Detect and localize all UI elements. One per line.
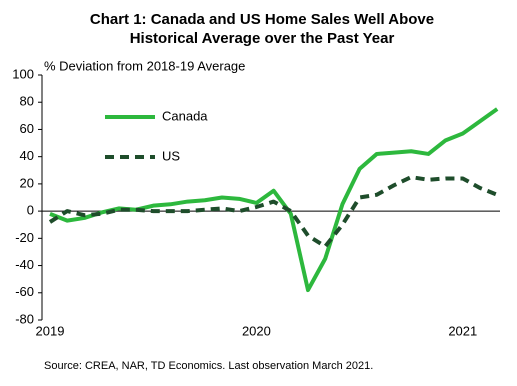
y-tick-label: 60 [20,121,34,136]
y-tick-label: 0 [27,203,34,218]
chart-title: Historical Average over the Past Year [130,30,395,47]
y-tick-label: 80 [20,94,34,109]
series-line [48,175,498,249]
x-tick-label: 2020 [242,323,271,338]
legend-label: Canada [162,108,208,123]
chart-title: Chart 1: Canada and US Home Sales Well A… [90,11,434,28]
source-note: Source: CREA, NAR, TD Economics. Last ob… [44,360,373,372]
y-tick-label: 20 [20,175,34,190]
series-line [49,107,499,293]
x-tick-label: 2021 [448,323,477,338]
legend-label: US [162,148,180,163]
y-tick-label: -60 [15,284,34,299]
y-tick-label: -40 [15,257,34,272]
axis-label: % Deviation from 2018-19 Average [44,58,245,73]
y-tick-label: 100 [12,66,34,81]
x-tick-label: 2019 [36,323,65,338]
y-tick-label: 40 [20,148,34,163]
y-tick-label: -80 [15,311,34,326]
y-tick-label: -20 [15,230,34,245]
